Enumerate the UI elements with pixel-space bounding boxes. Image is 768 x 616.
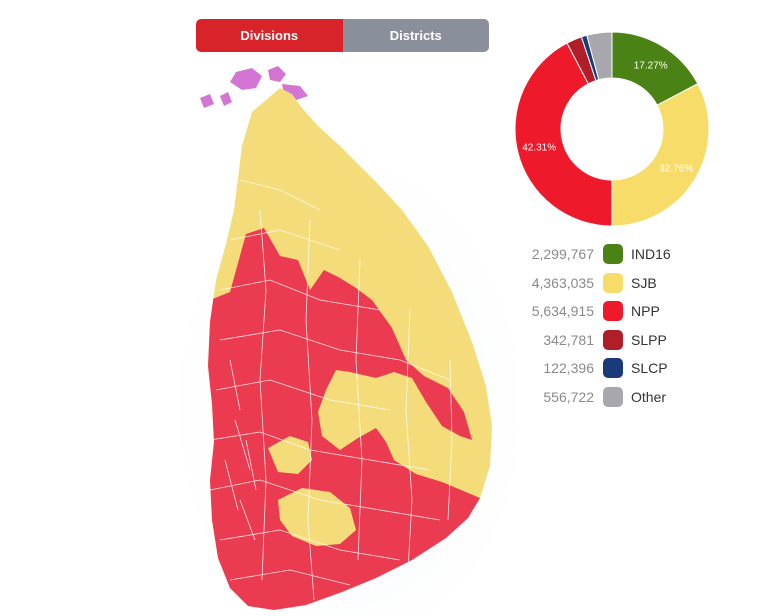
election-map	[180, 66, 520, 616]
legend-swatch-npp	[603, 301, 623, 322]
donut-label-npp: 42.31%	[522, 142, 556, 153]
donut-hole	[561, 78, 663, 180]
legend-value-slpp: 342,781	[543, 331, 594, 348]
results-legend: 2,299,767 IND16 4,363,035 SJB 5,634,915 …	[505, 240, 705, 411]
legend-swatch-ind16	[603, 244, 623, 265]
donut-label-ind16: 17.27%	[634, 60, 668, 71]
legend-label-npp: NPP	[631, 303, 660, 320]
sjb-pocket-centre	[268, 436, 312, 474]
legend-row-ind16: 2,299,767 IND16	[505, 240, 705, 269]
districts-tab[interactable]: Districts	[342, 19, 489, 52]
legend-value-sjb: 4,363,035	[531, 274, 594, 291]
legend-value-slcp: 122,396	[543, 360, 594, 377]
division-borders	[209, 179, 453, 601]
legend-label-other: Other	[631, 388, 667, 405]
legend-row-npp: 5,634,915 NPP	[505, 297, 705, 326]
legend-value-other: 556,722	[543, 388, 594, 405]
legend-label-ind16: IND16	[631, 246, 671, 263]
legend-row-slcp: 122,396 SLCP	[505, 354, 705, 383]
legend-label-slpp: SLPP	[631, 331, 667, 348]
legend-label-sjb: SJB	[631, 274, 657, 291]
view-toggle: Divisions Districts	[196, 19, 489, 52]
legend-swatch-sjb	[603, 272, 623, 293]
divisions-tab[interactable]: Divisions	[196, 19, 343, 52]
legend-label-slcp: SLCP	[631, 360, 668, 377]
northern-islands	[200, 66, 308, 108]
npp-region	[208, 228, 492, 610]
legend-value-ind16: 2,299,767	[531, 246, 594, 263]
results-donut-chart: 17.27% 32.76% 42.31%	[514, 31, 710, 227]
legend-swatch-slcp	[603, 358, 623, 379]
legend-value-npp: 5,634,915	[531, 303, 594, 320]
legend-row-sjb: 4,363,035 SJB	[505, 269, 705, 298]
legend-swatch-other	[603, 386, 623, 407]
legend-row-other: 556,722 Other	[505, 383, 705, 412]
donut-label-sjb: 32.76%	[659, 163, 693, 174]
legend-swatch-slpp	[603, 329, 623, 350]
legend-row-slpp: 342,781 SLPP	[505, 326, 705, 355]
